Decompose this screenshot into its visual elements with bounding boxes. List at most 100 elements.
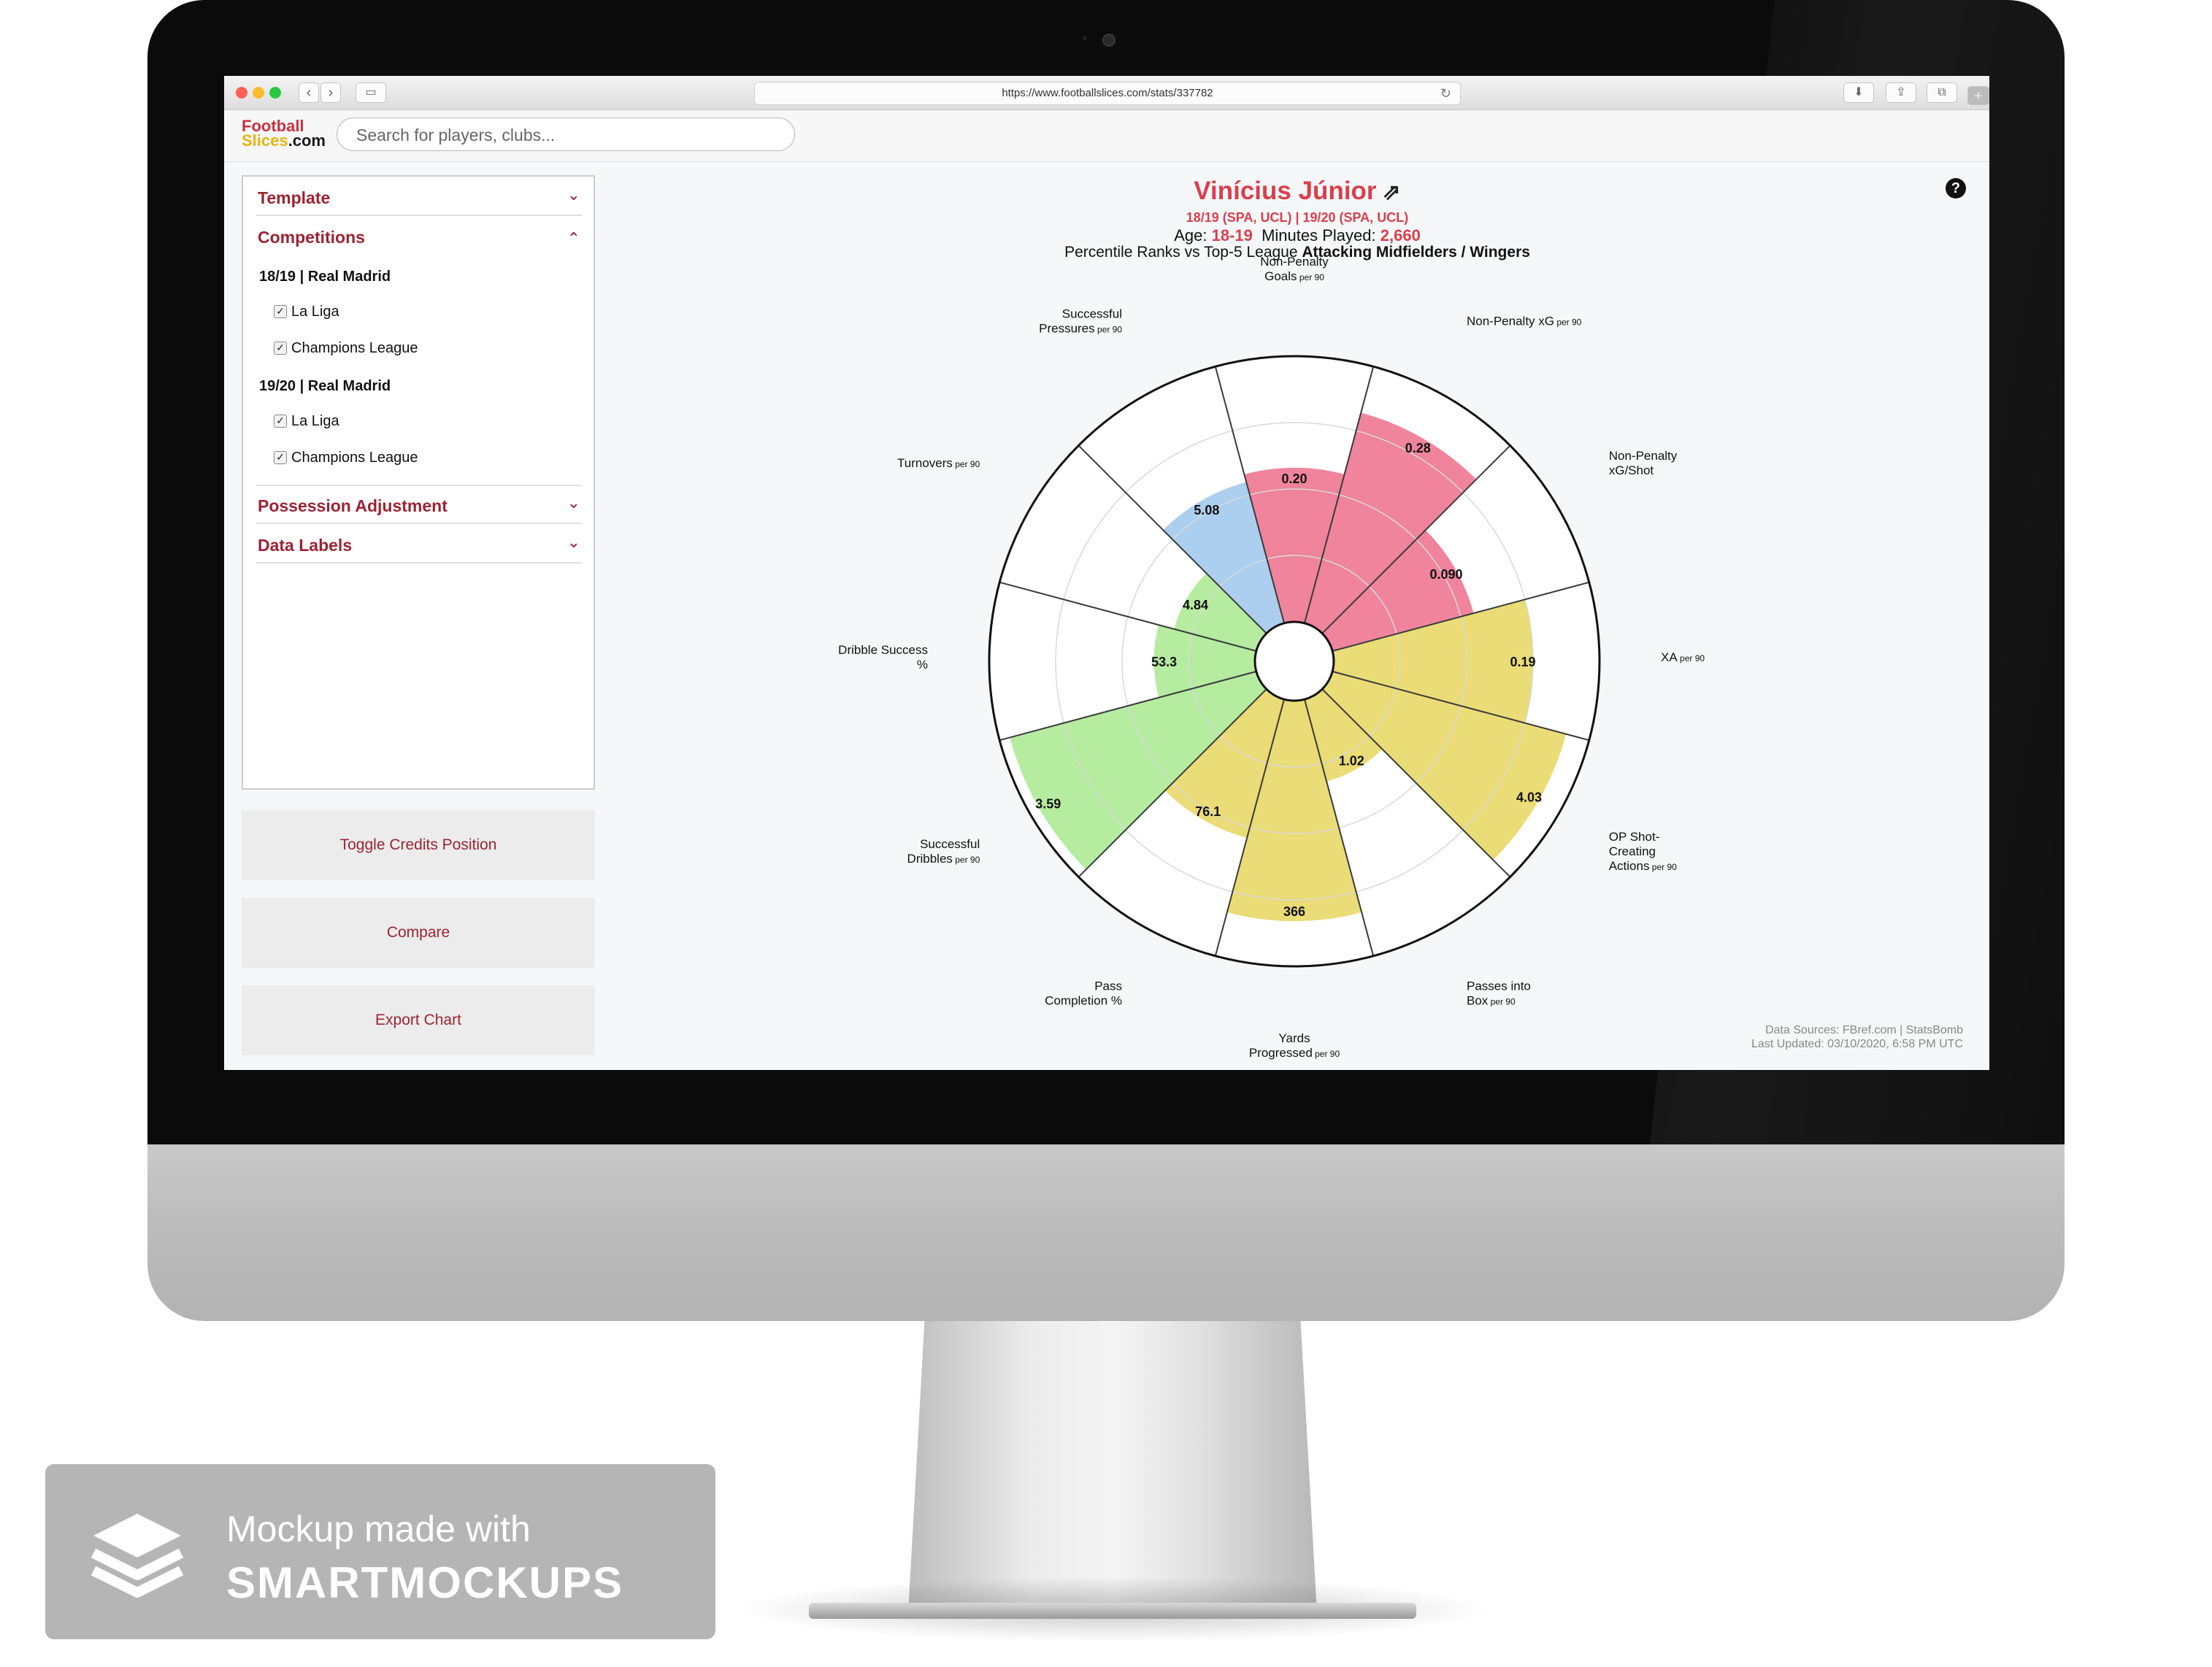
- accordion-competitions[interactable]: Competitions ⌃: [256, 216, 582, 254]
- axis-label: Creating: [1609, 844, 1656, 858]
- axis-label: Non-Penalty: [1260, 255, 1329, 269]
- back-icon[interactable]: ‹: [299, 82, 319, 103]
- axis-label: Successful: [920, 837, 980, 851]
- axis-label-unit: per 90: [1095, 324, 1123, 334]
- axis-label: Pressures per 90: [1039, 321, 1122, 335]
- search-input[interactable]: Search for players, clubs...: [337, 118, 795, 151]
- zoom-window-button[interactable]: [269, 87, 281, 99]
- share-icon[interactable]: ⇪: [1886, 82, 1916, 103]
- checkbox-1920-la-liga[interactable]: ✓: [274, 415, 287, 428]
- accordion-template[interactable]: Template ⌄: [256, 177, 582, 216]
- camera-icon: [1102, 34, 1115, 47]
- chart-center-hole: [1253, 620, 1335, 702]
- downloads-icon[interactable]: ⬇: [1843, 82, 1874, 103]
- chart-outer-ring: [988, 355, 1601, 968]
- chart-subtitle: Percentile Ranks vs Top-5 League Attacki…: [1027, 244, 1567, 261]
- logo-line-2b: .com: [288, 131, 326, 150]
- axis-label: %: [917, 658, 928, 671]
- axis-label-unit: per 90: [1649, 862, 1677, 872]
- data-label: 5.08: [1194, 503, 1219, 517]
- minutes-value: 2,660: [1380, 226, 1421, 245]
- axis-label: Dribble Success: [838, 643, 928, 657]
- minimize-window-button[interactable]: [253, 87, 264, 99]
- accordion-data-labels[interactable]: Data Labels ⌄: [256, 524, 582, 563]
- chart-spoke: [1321, 444, 1511, 634]
- axis-label: OP Shot-: [1609, 830, 1660, 844]
- pizza-chart: 0.20 0.28 0.090 0.19 4.03 1.02 366 76.1 3.59 53.3…: [838, 255, 1705, 1060]
- chart-spoke: [1304, 698, 1375, 957]
- age-minutes-line: Age: 18-19 Minutes Played: 2,660: [1086, 226, 1509, 245]
- axis-label-unit: per 90: [1313, 1049, 1340, 1059]
- divider: [256, 483, 582, 486]
- help-icon[interactable]: ?: [1946, 178, 1966, 199]
- browser-titlebar: ‹ › ▭ https://www.footballslices.com/sta…: [224, 76, 1989, 110]
- stand-foot: [809, 1603, 1416, 1619]
- gridline-ring: [1055, 422, 1534, 901]
- season-heading-1: 18/19 | Real Madrid: [259, 269, 391, 285]
- chart-spoke: [1321, 688, 1511, 878]
- axis-label-unit: per 90: [953, 459, 980, 469]
- camera-sensor: [1083, 36, 1087, 40]
- options-panel: Template ⌄ Competitions ⌃ 18/19 | Real M…: [242, 175, 595, 790]
- age-label: Age:: [1174, 226, 1207, 245]
- axis-label-unit: per 90: [1488, 997, 1516, 1007]
- checkbox-1819-champions-league[interactable]: ✓: [274, 342, 287, 355]
- data-label: 53.3: [1151, 655, 1177, 669]
- watermark-line-2: SMARTMOCKUPS: [226, 1558, 623, 1607]
- axis-label: Actions per 90: [1609, 859, 1677, 873]
- data-label: 3.59: [1035, 797, 1061, 812]
- compare-button[interactable]: Compare: [242, 898, 595, 968]
- checkbox-label: Champions League: [291, 340, 418, 356]
- data-label: 4.03: [1516, 790, 1542, 805]
- chevron-down-icon: ⌄: [567, 533, 580, 551]
- seasons-line: 18/19 (SPA, UCL) | 19/20 (SPA, UCL): [1186, 210, 1409, 225]
- watermark-line-1: Mockup made with: [226, 1509, 531, 1549]
- logo-line-2a: Slices: [242, 131, 288, 150]
- axis-label: Goals per 90: [1264, 269, 1324, 283]
- data-label: 0.20: [1281, 471, 1307, 486]
- chevron-up-icon: ⌃: [567, 229, 580, 247]
- axis-label: Box per 90: [1467, 994, 1516, 1008]
- checkbox-1920-champions-league[interactable]: ✓: [274, 451, 287, 464]
- chart-spoke: [1214, 366, 1285, 624]
- external-link-icon[interactable]: ⇗: [1382, 180, 1401, 204]
- axis-label-unit: per 90: [953, 855, 980, 865]
- chart-wedge: [1304, 689, 1383, 782]
- accordion-possession-adjustment[interactable]: Possession Adjustment ⌄: [256, 485, 582, 524]
- smartmockups-watermark: Mockup made with SMARTMOCKUPS: [45, 1464, 715, 1639]
- screen: ‹ › ▭ https://www.footballslices.com/sta…: [224, 76, 1989, 1070]
- chart-wedge: [1332, 599, 1533, 723]
- data-label: 4.84: [1183, 598, 1208, 612]
- credits-updated: Last Updated: 03/10/2020, 6:58 PM UTC: [1751, 1038, 1963, 1050]
- forward-icon[interactable]: ›: [320, 82, 341, 103]
- reload-icon[interactable]: ↻: [1440, 86, 1451, 101]
- accordion-competitions-label: Competitions: [258, 228, 365, 247]
- chart-wedge: [1226, 699, 1362, 922]
- axis-label: Successful: [1062, 307, 1122, 320]
- data-label: 0.28: [1405, 441, 1431, 455]
- credits-sources: Data Sources: FBref.com | StatsBomb: [1765, 1024, 1963, 1036]
- axis-label: Turnovers per 90: [897, 456, 980, 470]
- sidebar-toggle-icon[interactable]: ▭: [356, 82, 386, 103]
- site-logo[interactable]: Football Slices.com: [242, 118, 326, 150]
- url-text: https://www.footballslices.com/stats/337…: [1002, 87, 1213, 99]
- chart-spoke: [1078, 688, 1267, 878]
- subtitle-position-group: Attacking Midfielders / Wingers: [1302, 244, 1530, 261]
- checkbox-1819-la-liga[interactable]: ✓: [274, 305, 287, 318]
- chart-spoke: [1214, 698, 1285, 957]
- checkbox-label: Champions League: [291, 450, 418, 466]
- new-tab-icon[interactable]: +: [1967, 86, 1989, 105]
- search-placeholder: Search for players, clubs...: [356, 126, 556, 145]
- chart-spoke: [1078, 444, 1267, 634]
- axis-label: Non-Penalty: [1609, 449, 1678, 463]
- chart-wedge: [1322, 530, 1474, 652]
- export-chart-button[interactable]: Export Chart: [242, 985, 595, 1055]
- close-window-button[interactable]: [236, 87, 247, 99]
- tabs-overview-icon[interactable]: ⧉: [1927, 82, 1957, 103]
- address-bar[interactable]: https://www.footballslices.com/stats/337…: [754, 82, 1461, 105]
- data-label: 0.19: [1510, 655, 1535, 669]
- axis-label: Pass: [1094, 979, 1122, 993]
- player-name-heading[interactable]: Vinícius Júnior ⇗: [1086, 177, 1509, 206]
- chart-spoke: [1332, 671, 1590, 742]
- toggle-credits-button[interactable]: Toggle Credits Position: [242, 810, 595, 880]
